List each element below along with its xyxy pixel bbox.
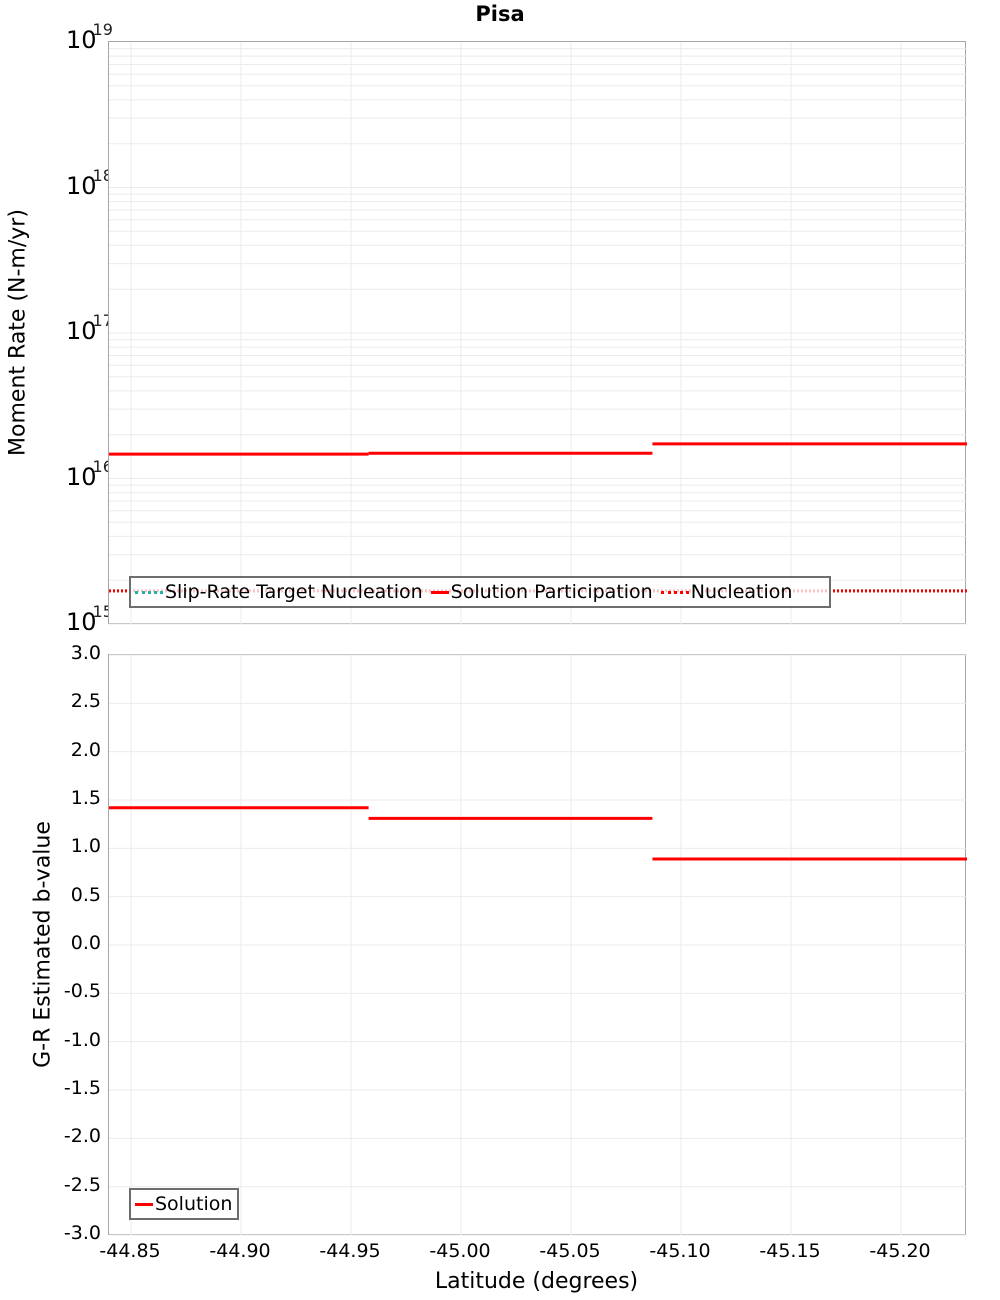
legend-label: Slip-Rate Target Nucleation — [165, 581, 423, 603]
legend-item-target-nucleation: Slip-Rate Target Nucleation — [133, 581, 423, 603]
solid-red-swatch-icon — [430, 590, 449, 594]
legend-label: Solution — [155, 1193, 233, 1215]
x-tick-label: -45.00 — [429, 1240, 491, 1262]
x-tick-label: -45.05 — [539, 1240, 601, 1262]
y-tick-label: 2.0 — [70, 738, 101, 761]
legend-item-nucleation: Nucleation — [659, 581, 793, 603]
y-tick-label: -0.5 — [63, 980, 101, 1003]
y-tick-label: 3.0 — [70, 642, 101, 664]
y-tick-label: 1019 — [66, 20, 113, 54]
chart-title: Pisa — [475, 2, 525, 26]
solid-red-swatch-icon — [135, 1202, 153, 1206]
y-tick-label: -2.0 — [63, 1125, 101, 1148]
y-tick-label: 1.5 — [70, 787, 101, 809]
x-axis-label: Latitude (degrees) — [434, 1269, 639, 1294]
y-tick-label: 2.5 — [70, 690, 101, 713]
x-tick-label: -44.95 — [319, 1240, 381, 1262]
x-tick-label: -45.10 — [649, 1240, 711, 1262]
y-tick-label: 0.5 — [70, 883, 101, 906]
dotted-teal-swatch-icon — [135, 590, 163, 594]
dotted-red-swatch-icon — [660, 590, 689, 594]
y-tick-label: 1016 — [66, 456, 113, 491]
y-tick-label: -1.5 — [63, 1077, 101, 1099]
y-tick-label: 1018 — [66, 165, 113, 200]
top-legend: Slip-Rate Target Nucleation Solution Par… — [129, 576, 831, 608]
bottom-plot-svg — [109, 654, 967, 1236]
x-tick-label: -44.85 — [99, 1240, 161, 1262]
y-tick-label: 0.0 — [70, 932, 101, 954]
top-y-axis-label: Moment Rate (N-m/yr) — [5, 209, 31, 456]
x-tick-label: -45.15 — [759, 1240, 821, 1262]
legend-item-solution: Solution — [133, 1193, 232, 1215]
y-tick-label: 1017 — [66, 311, 113, 345]
legend-label: Nucleation — [690, 581, 793, 603]
y-tick-label: 1015 — [66, 602, 113, 636]
legend-item-solution-participation: Solution Participation — [429, 581, 653, 603]
y-tick-label: 1.0 — [70, 835, 101, 858]
legend-label: Solution Participation — [450, 581, 653, 603]
top-plot-svg — [109, 42, 967, 625]
x-tick-label: -45.20 — [869, 1240, 931, 1262]
y-tick-label: -3.0 — [63, 1222, 101, 1244]
top-plot-area — [108, 41, 967, 625]
bottom-plot-area — [108, 654, 967, 1236]
x-tick-label: -44.90 — [209, 1240, 271, 1262]
bottom-legend: Solution — [129, 1188, 239, 1220]
y-tick-label: -2.5 — [63, 1173, 101, 1196]
y-tick-label: -1.0 — [63, 1028, 101, 1051]
